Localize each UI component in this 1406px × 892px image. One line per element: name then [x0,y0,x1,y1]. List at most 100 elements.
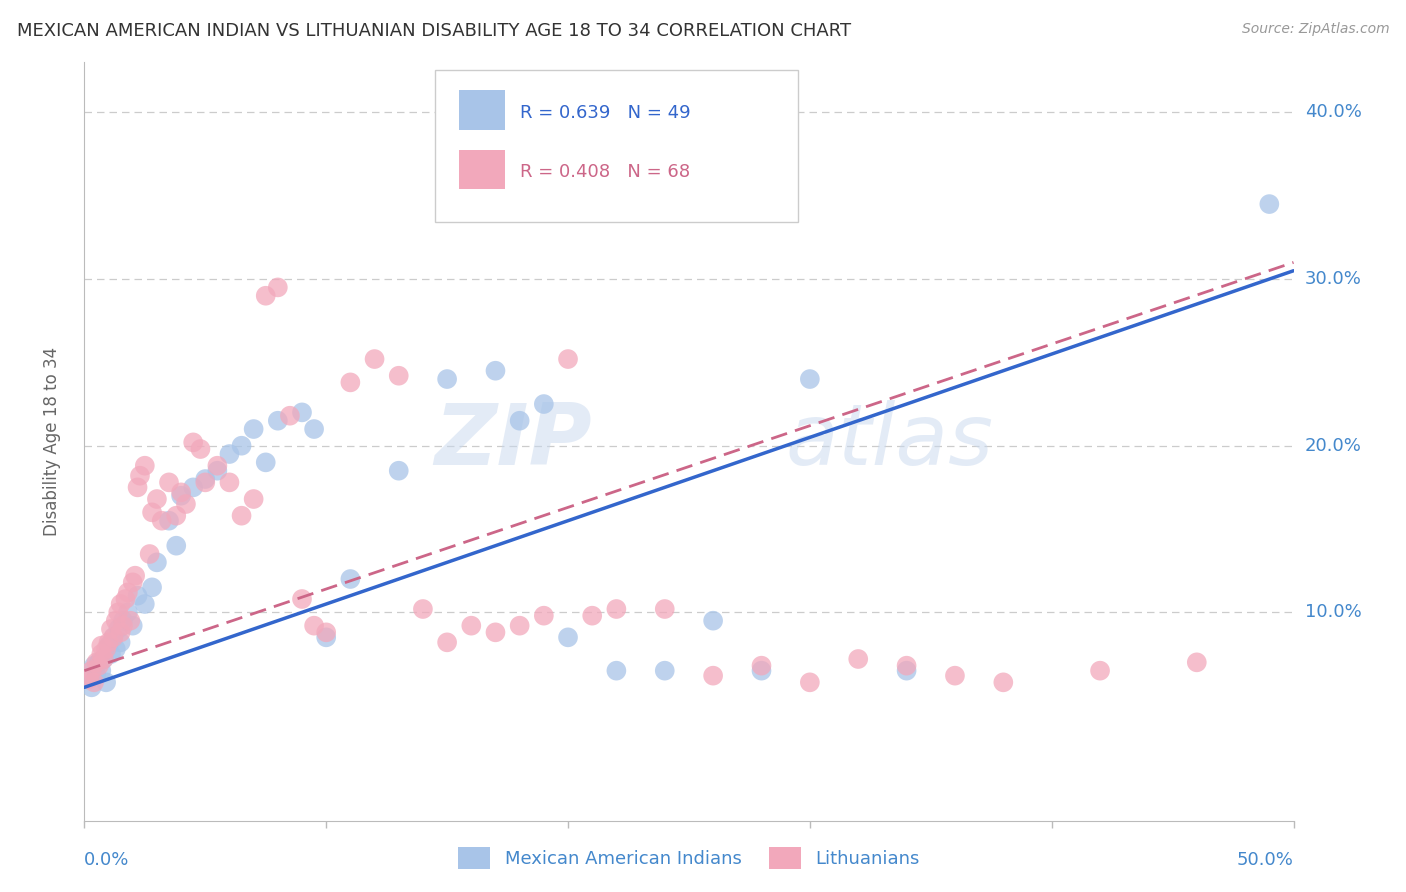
Point [194,472,217,486]
Point [605,664,627,678]
Point [94,642,117,657]
Point [557,352,579,367]
Point [654,664,676,678]
Point [993,675,1015,690]
FancyBboxPatch shape [460,150,505,189]
Text: 10.0%: 10.0% [1305,603,1361,622]
Point [581,608,603,623]
Point [218,447,240,461]
Text: 40.0%: 40.0% [1305,103,1361,121]
Point [799,675,821,690]
Point [110,635,132,649]
Point [751,664,773,678]
Point [114,592,136,607]
Point [846,652,869,666]
Text: 50.0%: 50.0% [1237,851,1294,869]
Point [77,672,100,686]
Point [896,658,918,673]
Point [339,572,361,586]
Point [93,652,115,666]
Point [97,635,120,649]
Point [1258,197,1281,211]
Point [90,664,112,678]
Point [121,618,143,632]
Point [124,568,146,582]
Point [165,539,187,553]
Text: 20.0%: 20.0% [1305,437,1361,455]
Point [207,458,229,473]
Point [278,409,301,423]
Point [80,664,103,678]
Point [509,414,531,428]
Point [702,614,724,628]
Point [146,555,169,569]
Point [460,618,482,632]
Point [110,597,132,611]
Point [388,368,411,383]
Y-axis label: Disability Age 18 to 34: Disability Age 18 to 34 [44,347,62,536]
Point [943,668,966,682]
Text: R = 0.639   N = 49: R = 0.639 N = 49 [520,103,690,121]
Point [302,422,325,436]
Text: 30.0%: 30.0% [1305,270,1361,288]
Point [121,575,143,590]
Point [170,485,193,500]
Point [87,658,110,673]
Point [194,475,217,490]
Point [100,622,122,636]
Point [110,625,132,640]
Point [112,614,135,628]
Point [242,422,264,436]
Point [134,597,156,611]
Text: atlas: atlas [786,400,994,483]
Point [1185,656,1208,670]
Point [103,631,125,645]
Point [291,405,314,419]
Point [103,631,125,645]
Point [157,475,180,490]
Point [315,631,337,645]
Text: MEXICAN AMERICAN INDIAN VS LITHUANIAN DISABILITY AGE 18 TO 34 CORRELATION CHART: MEXICAN AMERICAN INDIAN VS LITHUANIAN DI… [17,22,851,40]
Point [80,681,103,695]
Point [93,652,115,666]
Text: ZIP: ZIP [434,400,592,483]
Point [107,622,129,636]
Point [112,618,135,632]
Point [83,658,105,673]
Point [190,442,212,456]
Point [267,414,290,428]
Point [533,397,555,411]
Point [484,364,506,378]
Point [87,656,110,670]
Point [104,614,127,628]
Point [436,372,458,386]
Point [77,672,100,686]
Point [90,639,112,653]
Point [127,589,149,603]
Legend: Mexican American Indians, Lithuanians: Mexican American Indians, Lithuanians [450,839,928,876]
Point [388,464,411,478]
Point [120,614,142,628]
Point [181,480,204,494]
Text: R = 0.408   N = 68: R = 0.408 N = 68 [520,163,690,181]
Point [134,458,156,473]
Point [100,647,122,661]
Point [315,625,337,640]
Point [412,602,434,616]
Point [231,439,253,453]
Point [83,675,105,690]
Point [157,514,180,528]
FancyBboxPatch shape [434,70,797,222]
Point [302,618,325,632]
Point [97,639,120,653]
Point [141,505,163,519]
Point [533,608,555,623]
Point [141,580,163,594]
Point [104,642,127,657]
Point [702,668,724,682]
FancyBboxPatch shape [460,90,505,129]
Point [605,602,627,616]
Point [1088,664,1111,678]
Point [751,658,773,673]
Text: Source: ZipAtlas.com: Source: ZipAtlas.com [1241,22,1389,37]
